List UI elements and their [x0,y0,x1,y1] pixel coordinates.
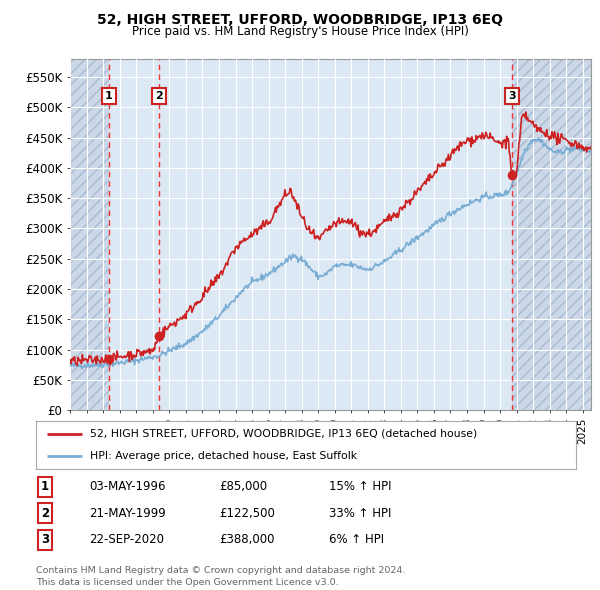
Text: 2: 2 [155,91,163,101]
Text: 22-SEP-2020: 22-SEP-2020 [89,533,164,546]
Text: 3: 3 [41,533,49,546]
Text: 52, HIGH STREET, UFFORD, WOODBRIDGE, IP13 6EQ (detached house): 52, HIGH STREET, UFFORD, WOODBRIDGE, IP1… [90,429,477,439]
Bar [70,59,109,410]
Text: 52, HIGH STREET, UFFORD, WOODBRIDGE, IP13 6EQ: 52, HIGH STREET, UFFORD, WOODBRIDGE, IP1… [97,13,503,27]
Text: 33% ↑ HPI: 33% ↑ HPI [329,507,391,520]
Text: 15% ↑ HPI: 15% ↑ HPI [329,480,391,493]
Text: 03-MAY-1996: 03-MAY-1996 [89,480,166,493]
Text: 1: 1 [41,480,49,493]
Text: 2: 2 [41,507,49,520]
Text: 21-MAY-1999: 21-MAY-1999 [89,507,166,520]
Text: 3: 3 [508,91,516,101]
Text: Price paid vs. HM Land Registry's House Price Index (HPI): Price paid vs. HM Land Registry's House … [131,25,469,38]
Text: Contains HM Land Registry data © Crown copyright and database right 2024.
This d: Contains HM Land Registry data © Crown c… [36,566,406,587]
Bar [512,59,591,410]
Text: £85,000: £85,000 [219,480,267,493]
Text: 6% ↑ HPI: 6% ↑ HPI [329,533,384,546]
Text: HPI: Average price, detached house, East Suffolk: HPI: Average price, detached house, East… [90,451,357,461]
Text: £122,500: £122,500 [219,507,275,520]
Text: 1: 1 [105,91,113,101]
Text: £388,000: £388,000 [219,533,275,546]
